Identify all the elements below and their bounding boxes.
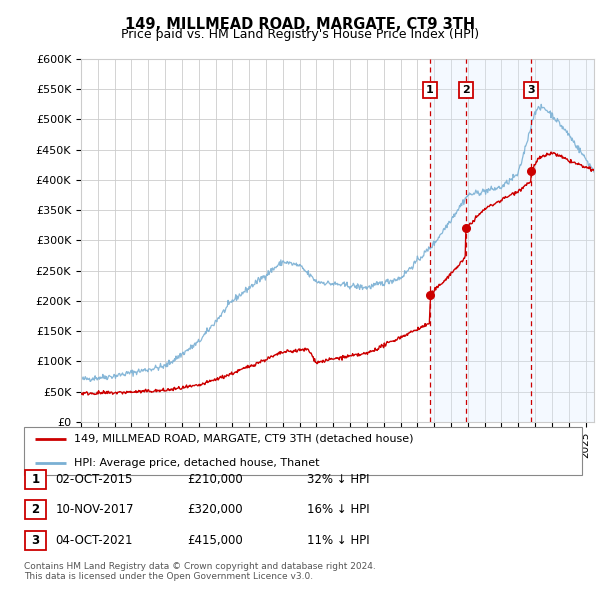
Text: 16% ↓ HPI: 16% ↓ HPI (307, 503, 370, 516)
Text: 32% ↓ HPI: 32% ↓ HPI (307, 473, 370, 486)
Text: 02-OCT-2015: 02-OCT-2015 (55, 473, 133, 486)
Text: Price paid vs. HM Land Registry's House Price Index (HPI): Price paid vs. HM Land Registry's House … (121, 28, 479, 41)
Text: 11% ↓ HPI: 11% ↓ HPI (307, 534, 370, 547)
FancyBboxPatch shape (25, 500, 46, 519)
Text: HPI: Average price, detached house, Thanet: HPI: Average price, detached house, Than… (74, 458, 320, 468)
Text: 1: 1 (31, 473, 40, 486)
FancyBboxPatch shape (24, 427, 582, 475)
Text: 1: 1 (426, 85, 434, 95)
Text: 10-NOV-2017: 10-NOV-2017 (55, 503, 134, 516)
Text: £320,000: £320,000 (187, 503, 243, 516)
Text: 149, MILLMEAD ROAD, MARGATE, CT9 3TH (detached house): 149, MILLMEAD ROAD, MARGATE, CT9 3TH (de… (74, 434, 414, 444)
Text: 3: 3 (527, 85, 535, 95)
Text: Contains HM Land Registry data © Crown copyright and database right 2024.
This d: Contains HM Land Registry data © Crown c… (24, 562, 376, 581)
Bar (531, 59, 594, 422)
Text: £210,000: £210,000 (187, 473, 243, 486)
Text: 04-OCT-2021: 04-OCT-2021 (55, 534, 133, 547)
Text: 3: 3 (31, 534, 40, 547)
Bar (466, 59, 531, 422)
Text: 149, MILLMEAD ROAD, MARGATE, CT9 3TH: 149, MILLMEAD ROAD, MARGATE, CT9 3TH (125, 17, 475, 31)
Bar (430, 59, 466, 422)
FancyBboxPatch shape (25, 470, 46, 489)
FancyBboxPatch shape (25, 531, 46, 550)
Text: 2: 2 (31, 503, 40, 516)
Text: £415,000: £415,000 (187, 534, 243, 547)
Text: 2: 2 (462, 85, 470, 95)
